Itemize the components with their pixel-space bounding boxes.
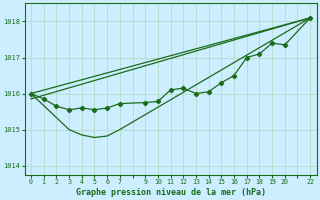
X-axis label: Graphe pression niveau de la mer (hPa): Graphe pression niveau de la mer (hPa)	[76, 188, 266, 197]
